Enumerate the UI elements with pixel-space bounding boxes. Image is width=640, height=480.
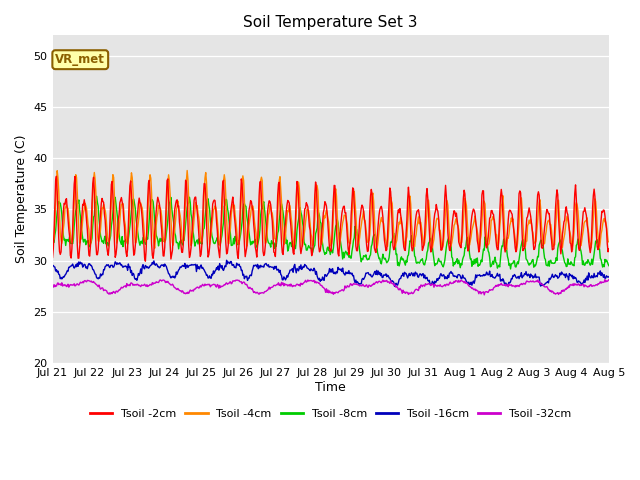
Y-axis label: Soil Temperature (C): Soil Temperature (C) [15, 135, 28, 264]
Legend: Tsoil -2cm, Tsoil -4cm, Tsoil -8cm, Tsoil -16cm, Tsoil -32cm: Tsoil -2cm, Tsoil -4cm, Tsoil -8cm, Tsoi… [86, 404, 576, 423]
X-axis label: Time: Time [316, 381, 346, 394]
Title: Soil Temperature Set 3: Soil Temperature Set 3 [243, 15, 418, 30]
Text: VR_met: VR_met [55, 53, 105, 66]
